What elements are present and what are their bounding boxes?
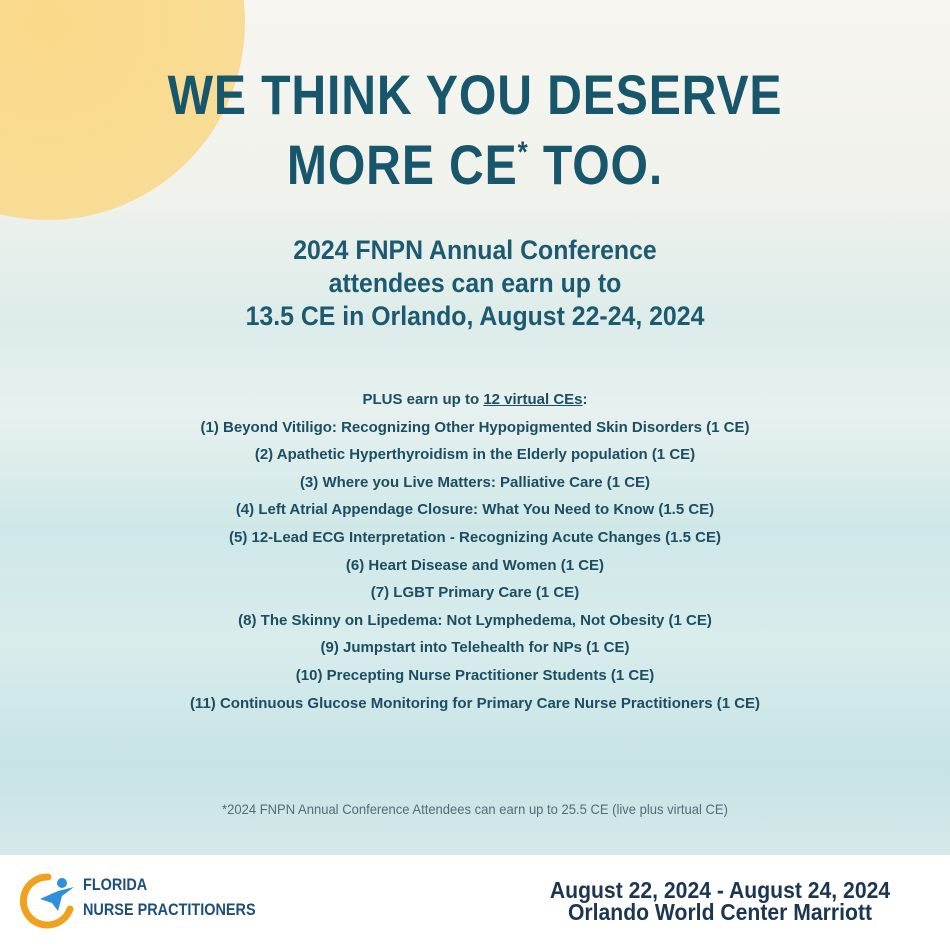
headline-line: MORE CE* TOO. [67, 124, 884, 194]
session: (11) Continuous Glucose Monitoring for P… [189, 694, 761, 712]
logo-line: FLORIDA [83, 875, 148, 894]
session: (4) Left Atrial Appendage Closure: What … [235, 501, 715, 519]
headline-line: WE THINK YOU DESERVE [167, 63, 783, 126]
intro: PLUS earn up to 12 virtual CEs: [0, 386, 950, 414]
link-text: 12 virtual CEs [483, 391, 583, 408]
headline: WE THINK YOU DESERVE MORE CE* TOO. [67, 66, 884, 194]
text: PLUS earn up to [362, 391, 484, 408]
session: (6) Heart Disease and Women (1 CE) [345, 556, 605, 574]
logo-text: FLORIDA NURSE PRACTITIONERS [83, 872, 256, 922]
logo-icon [19, 873, 74, 929]
session: (8) The Skinny on Lipedema: Not Lymphede… [238, 611, 712, 629]
subheading-line: 2024 FNPN Annual Conference [293, 235, 657, 265]
text: MORE CE [286, 133, 518, 196]
session: (1) Beyond Vitiligo: Recognizing Other H… [200, 418, 750, 436]
session: (2) Apathetic Hyperthyroidism in the Eld… [254, 446, 696, 464]
footer: FLORIDA NURSE PRACTITIONERS August 22, 2… [0, 855, 950, 950]
text: : [582, 391, 588, 408]
event-info: August 22, 2024 - August 24, 2024 Orland… [518, 877, 923, 925]
subheading-line: attendees can earn up to [328, 268, 622, 298]
subheading: 2024 FNPN Annual Conference attendees can… [38, 234, 912, 333]
text: TOO. [528, 133, 664, 196]
logo-line: NURSE PRACTITIONERS [83, 900, 256, 919]
session: (9) Jumpstart into Telehealth for NPs (1… [320, 639, 630, 657]
background [0, 0, 950, 855]
session: (7) LGBT Primary Care (1 CE) [370, 584, 580, 602]
session: (10) Precepting Nurse Practitioner Stude… [295, 666, 655, 684]
subheading-line: 13.5 CE in Orlando, August 22-24, 2024 [245, 301, 705, 331]
session: (5) 12-Lead ECG Interpretation - Recogni… [228, 528, 721, 546]
venue: Orlando World Center Marriott [567, 899, 873, 925]
asterisk: * [517, 136, 529, 169]
session-list: PLUS earn up to 12 virtual CEs: (1) Beyo… [0, 386, 950, 717]
session: (3) Where you Live Matters: Palliative C… [299, 473, 651, 491]
footnote: *2024 FNPN Annual Conference Attendees c… [222, 801, 728, 817]
dates: August 22, 2024 - August 24, 2024 [549, 877, 891, 903]
